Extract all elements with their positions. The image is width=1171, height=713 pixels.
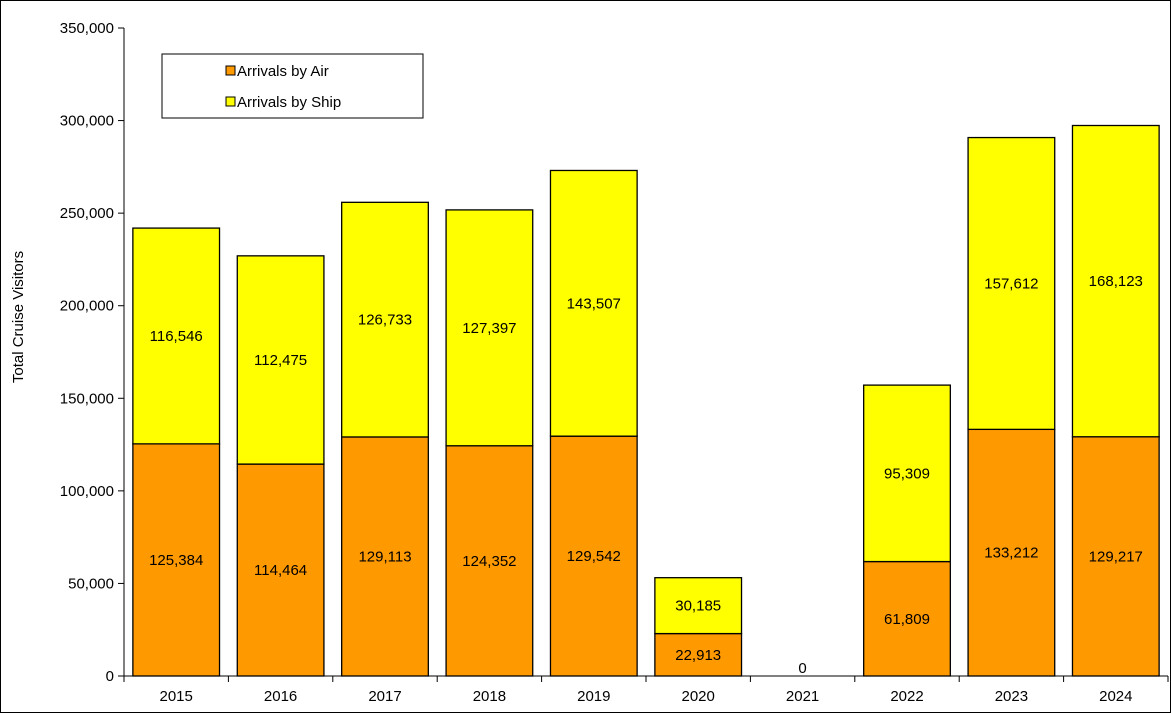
legend-swatch-ship [225, 96, 236, 107]
bar-segment [654, 577, 743, 635]
data-label: 114,464 [254, 562, 307, 579]
data-label: 95,309 [884, 465, 930, 482]
data-label: 157,612 [984, 275, 1038, 292]
legend-box [161, 53, 424, 119]
bar-segment [445, 209, 534, 447]
bar-segment [236, 463, 325, 677]
x-tick-label: 2015 [160, 688, 193, 705]
data-label: 143,507 [567, 295, 621, 312]
bar-segment [132, 227, 221, 445]
x-tick-label: 2017 [368, 688, 401, 705]
x-tick-label: 2023 [995, 688, 1028, 705]
y-tick-label: 100,000 [60, 483, 114, 500]
data-label: 126,733 [358, 312, 412, 329]
axes: 0 50,000 100,000 150,000 200,000 250,000 300,0… [60, 20, 1169, 705]
y-tick-label: 0 [106, 668, 114, 685]
data-label: 124,352 [462, 553, 516, 570]
bars [132, 124, 1160, 677]
bar-segment [967, 428, 1056, 677]
bar-segment [236, 255, 325, 465]
legend-label-air: Arrivals by Air [237, 63, 329, 80]
legend-swatch-air [225, 65, 236, 76]
y-tick-label: 200,000 [60, 298, 114, 315]
data-label: 112,475 [254, 352, 307, 369]
data-labels: 125,384 116,546 114,464 112,475 129,113 126,7… [149, 273, 1143, 677]
data-label: 22,913 [675, 647, 721, 664]
y-tick-label: 50,000 [68, 575, 114, 592]
x-tick-label: 2016 [264, 688, 297, 705]
data-label: 116,546 [150, 328, 203, 345]
legend-label-ship: Arrivals by Ship [237, 94, 341, 111]
bar-segment [967, 136, 1056, 431]
data-label: 129,217 [1089, 548, 1143, 565]
data-label: 168,123 [1089, 273, 1143, 290]
bar-segment [341, 201, 429, 438]
bar-segment [1071, 124, 1160, 438]
bar-segment [654, 632, 743, 677]
y-tick-label: 150,000 [60, 390, 114, 407]
data-label: 129,113 [358, 548, 411, 565]
bar-segment [1071, 436, 1160, 677]
data-label: 125,384 [149, 552, 203, 569]
bar-segment [863, 560, 951, 677]
y-axis-title: Total Cruise Visitors [10, 251, 27, 383]
data-label: 127,397 [462, 320, 516, 337]
bar-segment [445, 445, 534, 677]
data-label: 0 [798, 660, 806, 677]
bar-segment [132, 443, 221, 677]
x-tick-label: 2021 [786, 688, 819, 705]
bar-segment [549, 169, 638, 437]
y-tick-label: 300,000 [60, 113, 114, 130]
data-label: 133,212 [984, 545, 1038, 562]
bar-segment [341, 436, 429, 677]
y-tick-label: 250,000 [60, 205, 114, 222]
data-label: 30,185 [675, 598, 721, 615]
legend: Arrivals by Air Arrivals by Ship [161, 53, 424, 119]
x-tick-label: 2019 [577, 688, 610, 705]
x-tick-label: 2024 [1099, 688, 1132, 705]
bar-segment [863, 384, 951, 563]
data-label: 61,809 [884, 611, 930, 628]
data-label: 129,542 [567, 548, 621, 565]
x-tick-label: 2022 [890, 688, 923, 705]
y-tick-label: 350,000 [60, 20, 114, 37]
x-tick-label: 2018 [473, 688, 506, 705]
x-tick-label: 2020 [682, 688, 715, 705]
bar-segment [549, 435, 638, 677]
